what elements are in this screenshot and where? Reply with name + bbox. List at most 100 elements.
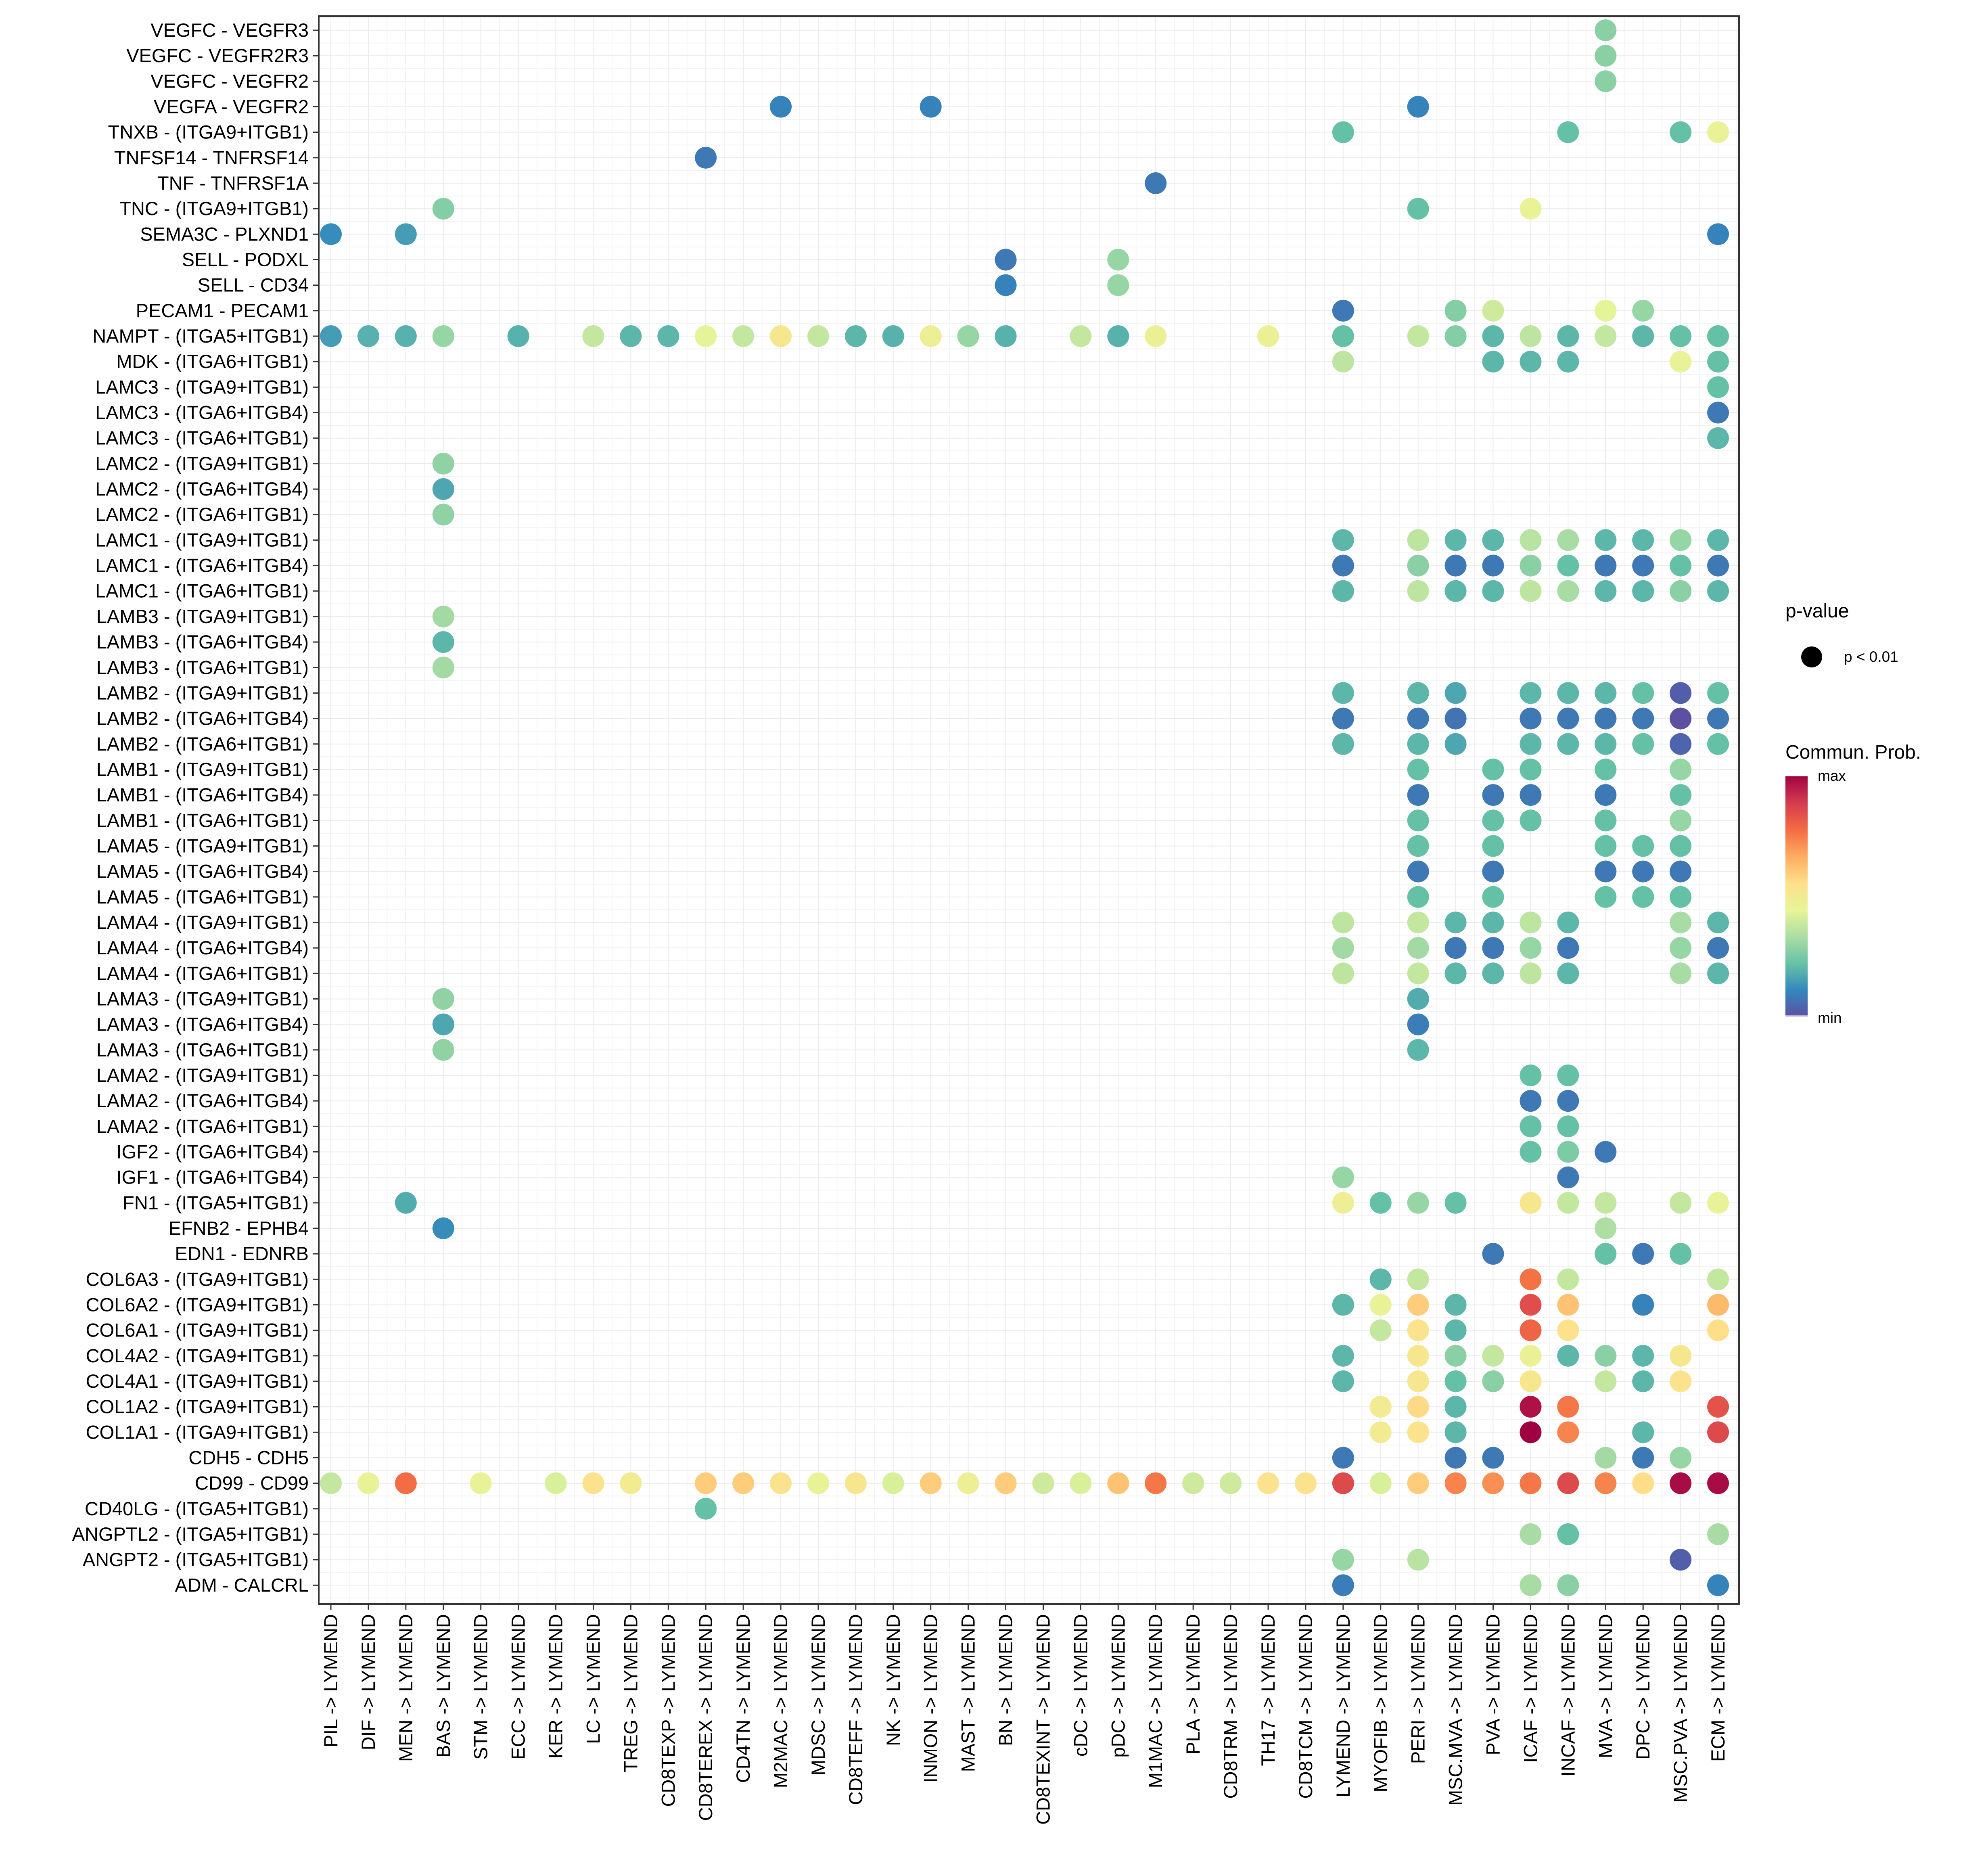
legend: p-value p < 0.01 Commun. Prob. max min — [1785, 600, 1921, 1026]
dot-col6a2-itga9-itgb1__myofib-lymend — [1369, 1294, 1392, 1316]
dot-lama4-itga6-itgb4__msc-mva-lymend — [1444, 937, 1467, 959]
y-tick-label-lamb1-itga9-itgb1: LAMB1 - (ITGA9+ITGB1) — [96, 759, 309, 780]
dot-col1a2-itga9-itgb1__ecm-lymend — [1707, 1396, 1729, 1418]
dot-igf2-itga6-itgb4__incaf-lymend — [1557, 1141, 1579, 1163]
x-tick-label-pdc-lymend: pDC -> LYMEND — [1107, 1614, 1129, 1758]
dot-col1a1-itga9-itgb1__dpc-lymend — [1632, 1421, 1654, 1443]
dot-lamb2-itga6-itgb4__icaf-lymend — [1520, 707, 1542, 730]
y-tick-label-col4a1-itga9-itgb1: COL4A1 - (ITGA9+ITGB1) — [86, 1370, 309, 1392]
dot-lamc2-itga6-itgb1__bas-lymend — [432, 504, 454, 526]
dot-lamb2-itga9-itgb1__peri-lymend — [1407, 682, 1429, 704]
x-tick-label-m2mac-lymend: M2MAC -> LYMEND — [770, 1614, 791, 1788]
pvalue-legend-title: p-value — [1785, 600, 1849, 622]
dot-lamb2-itga6-itgb4__incaf-lymend — [1557, 707, 1579, 730]
dot-fn1-itga5-itgb1__peri-lymend — [1407, 1192, 1429, 1214]
dot-tnf-tnfrsf1a__m1mac-lymend — [1145, 172, 1167, 195]
dot-col4a1-itga9-itgb1__msc-mva-lymend — [1444, 1370, 1467, 1393]
dot-mdk-itga6-itgb1__icaf-lymend — [1520, 351, 1542, 373]
dot-angpt2-itga5-itgb1__peri-lymend — [1407, 1549, 1429, 1571]
dot-cd99-cd99__peri-lymend — [1407, 1472, 1429, 1494]
dot-lamb1-itga9-itgb1__msc-pva-lymend — [1670, 758, 1692, 780]
y-tick-label-lama3-itga6-itgb1: LAMA3 - (ITGA6+ITGB1) — [96, 1039, 309, 1060]
dot-fn1-itga5-itgb1__men-lymend — [395, 1192, 417, 1214]
y-tick-label-lamb1-itga6-itgb4: LAMB1 - (ITGA6+ITGB4) — [96, 784, 309, 805]
dot-lama4-itga9-itgb1__icaf-lymend — [1520, 911, 1542, 933]
dot-vegfa-vegfr2__inmon-lymend — [920, 96, 942, 118]
dot-cd99-cd99__pil-lymend — [320, 1472, 342, 1494]
dot-lama3-itga6-itgb4__peri-lymend — [1407, 1013, 1429, 1035]
dot-lamb1-itga9-itgb1__pva-lymend — [1482, 758, 1504, 780]
dot-tnc-itga9-itgb1__peri-lymend — [1407, 198, 1429, 220]
dot-col4a1-itga9-itgb1__msc-pva-lymend — [1670, 1370, 1692, 1393]
dot-col6a2-itga9-itgb1__dpc-lymend — [1632, 1294, 1654, 1316]
dot-mdk-itga6-itgb1__ecm-lymend — [1707, 351, 1729, 373]
dot-nampt-itga5-itgb1__dif-lymend — [357, 325, 379, 347]
dot-lama4-itga9-itgb1__msc-pva-lymend — [1670, 911, 1692, 933]
dot-tnxb-itga9-itgb1__incaf-lymend — [1557, 121, 1579, 143]
dot-cd99-cd99__lc-lymend — [582, 1472, 604, 1494]
dot-lama5-itga6-itgb4__pva-lymend — [1482, 860, 1504, 883]
dot-nampt-itga5-itgb1__bn-lymend — [995, 325, 1017, 347]
dot-nampt-itga5-itgb1__nk-lymend — [882, 325, 904, 347]
y-tick-label-lamb3-itga6-itgb4: LAMB3 - (ITGA6+ITGB4) — [96, 631, 309, 653]
dot-tnxb-itga9-itgb1__ecm-lymend — [1707, 121, 1729, 143]
y-tick-label-lamc3-itga6-itgb1: LAMC3 - (ITGA6+ITGB1) — [95, 427, 309, 449]
dot-tnc-itga9-itgb1__icaf-lymend — [1520, 198, 1542, 220]
dot-cd99-cd99__stm-lymend — [470, 1472, 492, 1494]
dot-cdh5-cdh5__pva-lymend — [1482, 1447, 1504, 1469]
x-tick-label-cd8tcm-lymend: CD8TCM -> LYMEND — [1295, 1614, 1316, 1799]
dot-lamb3-itga6-itgb1__bas-lymend — [432, 657, 454, 679]
y-tick-label-fn1-itga5-itgb1: FN1 - (ITGA5+ITGB1) — [123, 1192, 309, 1213]
dot-lamc1-itga9-itgb1__incaf-lymend — [1557, 529, 1579, 551]
dot-edn1-ednrb__dpc-lymend — [1632, 1243, 1654, 1265]
dot-nampt-itga5-itgb1__mva-lymend — [1595, 325, 1617, 347]
dot-lama2-itga9-itgb1__icaf-lymend — [1520, 1064, 1542, 1086]
dot-col4a2-itga9-itgb1__icaf-lymend — [1520, 1345, 1542, 1367]
dot-col6a3-itga9-itgb1__ecm-lymend — [1707, 1268, 1729, 1290]
dot-lamc1-itga9-itgb1__msc-mva-lymend — [1444, 529, 1467, 551]
y-tick-label-lamc1-itga6-itgb1: LAMC1 - (ITGA6+ITGB1) — [95, 580, 309, 602]
dot-lama4-itga6-itgb1__msc-pva-lymend — [1670, 962, 1692, 985]
y-tick-label-angptl2-itga5-itgb1: ANGPTL2 - (ITGA5+ITGB1) — [72, 1523, 309, 1545]
dot-lama4-itga6-itgb4__peri-lymend — [1407, 937, 1429, 959]
x-tick-label-th17-lymend: TH17 -> LYMEND — [1257, 1614, 1279, 1766]
dot-lamb1-itga6-itgb4__pva-lymend — [1482, 784, 1504, 806]
dot-cd99-cd99__lymend-lymend — [1332, 1472, 1354, 1494]
dot-lamb2-itga9-itgb1__incaf-lymend — [1557, 682, 1579, 704]
dot-cd99-cd99__pva-lymend — [1482, 1472, 1504, 1494]
y-tick-label-tnxb-itga9-itgb1: TNXB - (ITGA9+ITGB1) — [108, 121, 309, 143]
data-dots — [320, 19, 1729, 1596]
dot-cd99-cd99__mva-lymend — [1595, 1472, 1617, 1494]
x-tick-label-inmon-lymend: INMON -> LYMEND — [920, 1614, 941, 1783]
pvalue-legend-dot — [1801, 646, 1822, 667]
dot-lamb1-itga6-itgb1__msc-pva-lymend — [1670, 809, 1692, 832]
dot-lama4-itga6-itgb1__ecm-lymend — [1707, 962, 1729, 985]
dot-efnb2-ephb4__bas-lymend — [432, 1217, 454, 1239]
dot-col1a2-itga9-itgb1__peri-lymend — [1407, 1396, 1429, 1418]
dot-col1a1-itga9-itgb1__ecm-lymend — [1707, 1421, 1729, 1443]
dot-col1a2-itga9-itgb1__msc-mva-lymend — [1444, 1396, 1467, 1418]
dot-lamb2-itga6-itgb1__ecm-lymend — [1707, 733, 1729, 755]
dot-lamc3-itga9-itgb1__ecm-lymend — [1707, 376, 1729, 398]
y-tick-label-lamc2-itga9-itgb1: LAMC2 - (ITGA9+ITGB1) — [95, 453, 309, 474]
dot-lama2-itga6-itgb1__icaf-lymend — [1520, 1115, 1542, 1138]
dot-pecam1-pecam1__mva-lymend — [1595, 299, 1617, 322]
dot-nampt-itga5-itgb1__cd4tn-lymend — [732, 325, 755, 347]
y-tick-label-lama3-itga6-itgb4: LAMA3 - (ITGA6+ITGB4) — [96, 1014, 309, 1035]
y-tick-label-lamc3-itga9-itgb1: LAMC3 - (ITGA9+ITGB1) — [95, 376, 309, 397]
dot-lama3-itga9-itgb1__peri-lymend — [1407, 988, 1429, 1010]
dot-cd99-cd99__msc-mva-lymend — [1444, 1472, 1467, 1494]
dot-col6a1-itga9-itgb1__myofib-lymend — [1369, 1319, 1392, 1341]
dot-adm-calcrl__incaf-lymend — [1557, 1574, 1579, 1596]
x-axis: PIL -> LYMEND DIF -> LYMEND MEN -> LYMEND B… — [320, 1604, 1729, 1825]
dot-lama3-itga9-itgb1__bas-lymend — [432, 988, 454, 1010]
dot-lama4-itga6-itgb1__pva-lymend — [1482, 962, 1504, 985]
x-tick-label-treg-lymend: TREG -> LYMEND — [620, 1614, 641, 1772]
dot-angpt2-itga5-itgb1__lymend-lymend — [1332, 1549, 1354, 1571]
x-tick-label-ecc-lymend: ECC -> LYMEND — [508, 1614, 529, 1760]
dot-lamb2-itga6-itgb1__msc-mva-lymend — [1444, 733, 1467, 755]
dot-fn1-itga5-itgb1__mva-lymend — [1595, 1192, 1617, 1214]
dot-lama4-itga6-itgb1__lymend-lymend — [1332, 962, 1354, 985]
x-tick-label-msc-pva-lymend: MSC.PVA -> LYMEND — [1670, 1614, 1691, 1803]
dot-col6a1-itga9-itgb1__ecm-lymend — [1707, 1319, 1729, 1341]
